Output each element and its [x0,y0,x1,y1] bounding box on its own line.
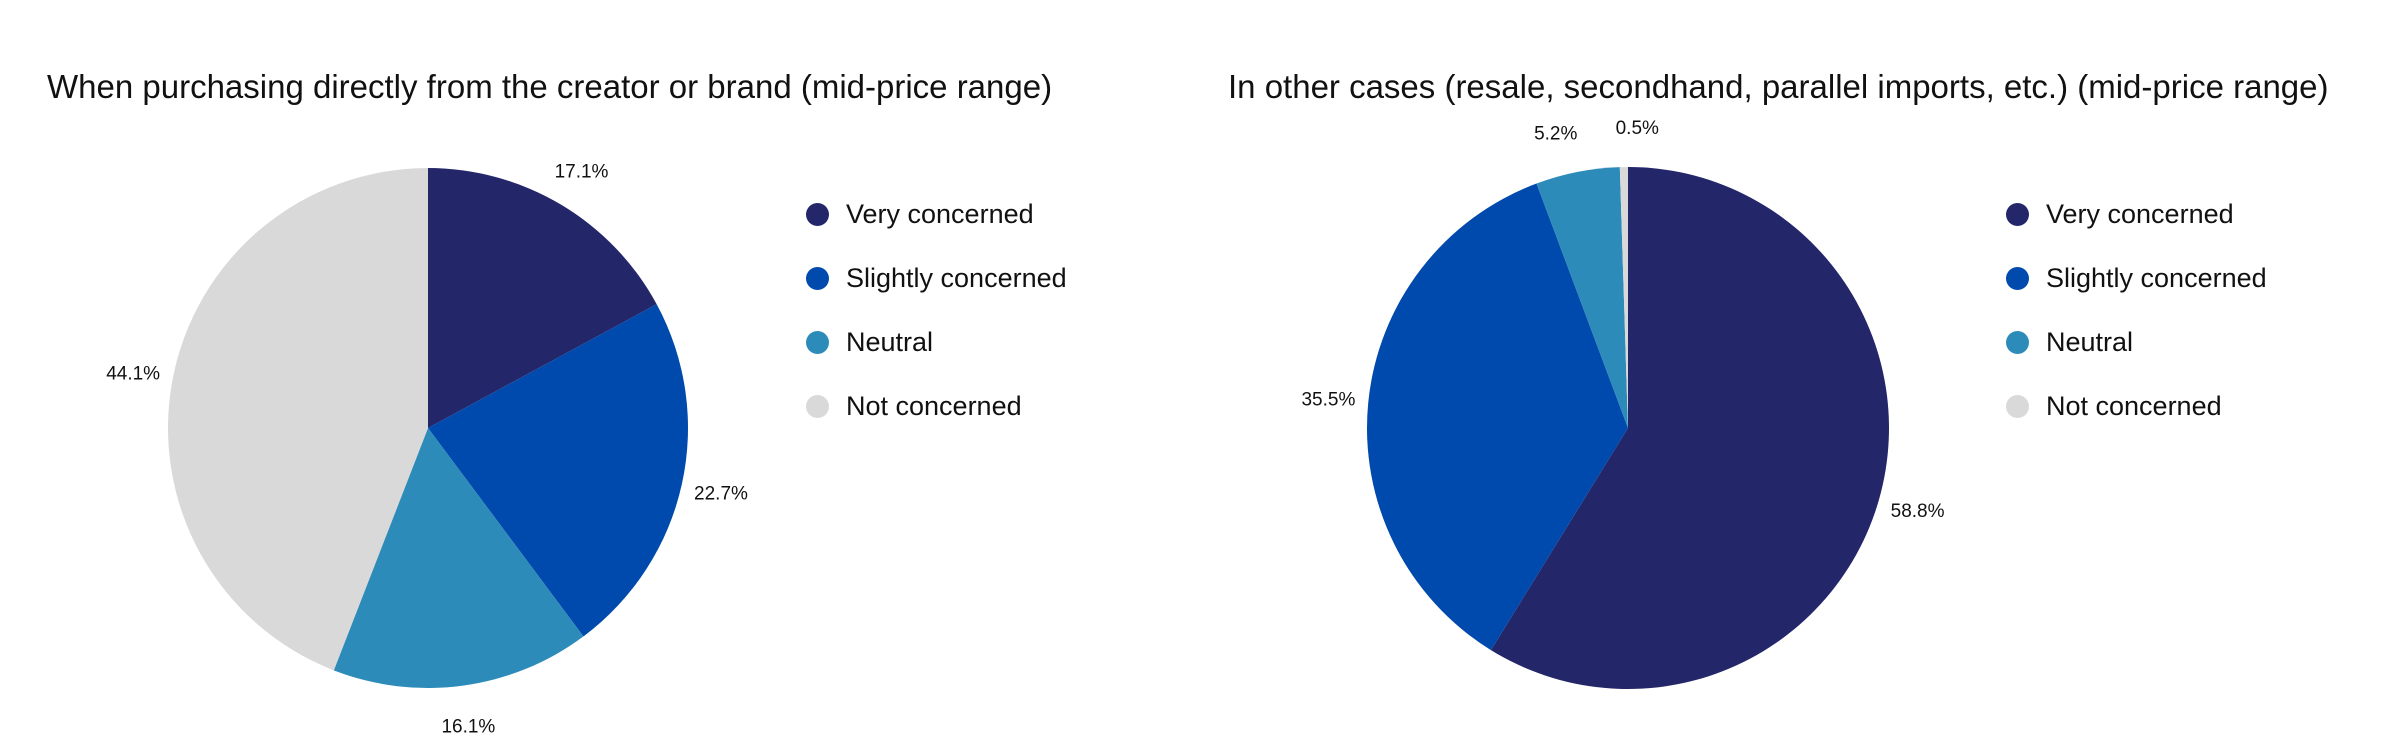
legend-item-slightly-concerned: Slightly concerned [2006,246,2267,310]
legend-dot-icon [806,394,829,418]
pie-slice-very-concerned [428,168,657,428]
chart-title-direct: When purchasing directly from the creato… [47,68,1053,105]
slice-label-not-concerned: 0.5% [1616,118,1659,139]
chart-panel-direct: When purchasing directly from the creato… [47,68,1067,737]
legend-label: Not concerned [846,390,1022,421]
legend-other: Very concerned Slightly concerned Neutral N… [2006,182,2267,438]
slice-label-very-concerned: 17.1% [555,161,609,182]
legend-dot-icon [2006,394,2029,418]
pie-slice-slightly-concerned [1367,183,1628,651]
pie-slice-slightly-concerned [428,304,688,637]
legend-item-neutral: Neutral [2006,310,2267,374]
legend-dot-icon [806,330,829,354]
slice-label-neutral: 5.2% [1534,124,1577,145]
pie-chart-other: 58.8% 35.5% 5.2% 0.5% [1301,118,1945,689]
legend-dot-icon [806,266,829,290]
chart-panel-other: In other cases (resale, secondhand, para… [1200,0,2400,740]
legend-label: Slightly concerned [2046,262,2267,293]
pie-slice-not-concerned [1619,167,1628,428]
legend-item-very-concerned: Very concerned [2006,182,2267,246]
legend-dot-icon [2006,202,2029,226]
legend-label: Very concerned [2046,198,2234,229]
slice-label-slightly-concerned: 22.7% [694,484,748,505]
legend-item-not-concerned: Not concerned [806,374,1067,438]
pie-slice-neutral [333,428,584,688]
legend-label: Neutral [846,326,934,357]
chart-title-other: In other cases (resale, secondhand, para… [1228,68,2329,105]
legend-item-not-concerned: Not concerned [2006,374,2267,438]
legend-item-neutral: Neutral [806,310,1067,374]
legend-dot-icon [2006,266,2029,290]
slice-label-not-concerned: 44.1% [106,364,160,385]
pie-slice-very-concerned [1490,167,1889,689]
legend-item-slightly-concerned: Slightly concerned [806,246,1067,310]
pie-slice-not-concerned [168,168,428,671]
legend-dot-icon [806,202,829,226]
legend-label: Slightly concerned [846,262,1067,293]
legend-label: Not concerned [2046,390,2222,421]
legend-label: Very concerned [846,198,1034,229]
pie-chart-direct: 17.1% 22.7% 16.1% 44.1% [106,161,748,737]
legend-dot-icon [2006,330,2029,354]
slice-label-very-concerned: 58.8% [1891,501,1945,522]
legend-item-very-concerned: Very concerned [806,182,1067,246]
slice-label-slightly-concerned: 35.5% [1301,390,1355,411]
legend-direct: Very concerned Slightly concerned Neutral N… [806,182,1067,438]
legend-label: Neutral [2046,326,2134,357]
pie-slice-neutral [1536,167,1628,428]
slice-label-neutral: 16.1% [441,716,495,737]
